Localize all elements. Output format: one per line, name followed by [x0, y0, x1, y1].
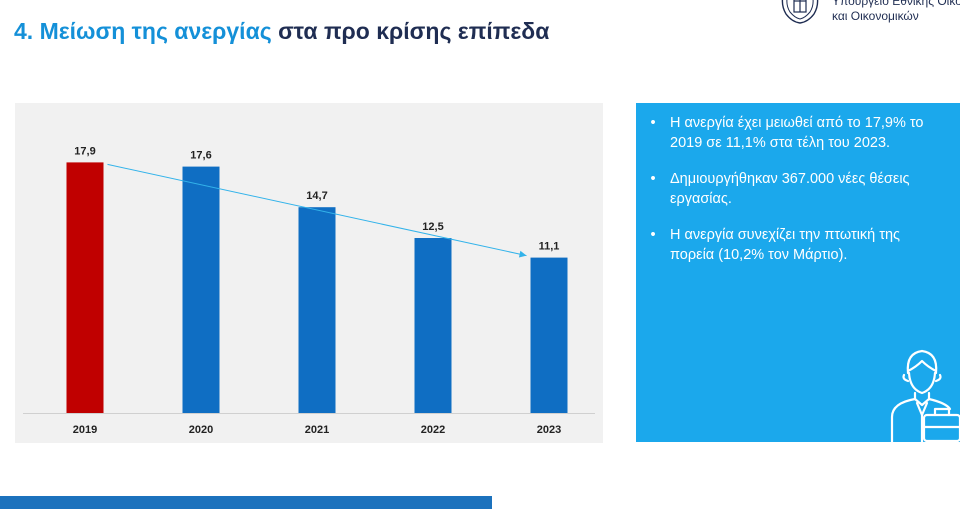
bullet-dot: •	[650, 171, 656, 187]
x-tick-label-2022: 2022	[421, 424, 445, 436]
bullet-dot: •	[650, 115, 656, 131]
bullet-text: Η ανεργία έχει μειωθεί από το 17,9% το 2…	[670, 115, 924, 151]
greek-emblem-icon	[781, 0, 819, 24]
info-panel: • Η ανεργία έχει μειωθεί από το 17,9% το…	[636, 103, 960, 442]
bar-2021	[298, 207, 336, 413]
title-rest: στα προ κρίσης επίπεδα	[278, 18, 550, 44]
ministry-name-line2: και Οικονομικών	[832, 9, 919, 23]
bar-2023	[530, 257, 568, 413]
bar-2022	[414, 238, 452, 413]
x-tick-label-2023: 2023	[537, 424, 561, 436]
bullet-dot: •	[650, 227, 656, 243]
slide-title: 4. Μείωση της ανεργίας στα προ κρίσης επ…	[14, 18, 549, 45]
x-tick-label-2019: 2019	[73, 424, 97, 436]
ministry-header: Υπουργείο Εθνικής Οικονομ και Οικονομικώ…	[778, 0, 960, 30]
data-label-2022: 12,5	[422, 221, 443, 233]
bullet-text: Η ανεργία συνεχίζει την πτωτική της πορε…	[670, 227, 901, 263]
ministry-name-line1: Υπουργείο Εθνικής Οικονομ	[832, 0, 960, 8]
data-label-2019: 17,9	[74, 145, 95, 157]
x-tick-label-2021: 2021	[305, 424, 329, 436]
trend-arrowhead	[518, 250, 527, 258]
worker-with-briefcase-icon	[890, 349, 960, 442]
data-label-2020: 17,6	[190, 150, 211, 162]
bullet-list: • Η ανεργία έχει μειωθεί από το 17,9% το…	[646, 113, 946, 281]
data-label-2021: 14,7	[306, 190, 327, 202]
title-number: 4.	[14, 18, 34, 44]
bar-chart-svg: 17,9 2019 17,6 2020 14,7 2021 12,5 2022 11,1 2023	[23, 145, 595, 436]
bullet-item: • Δημιουργήθηκαν 367.000 νέες θέσεις εργ…	[646, 169, 946, 209]
data-label-2023: 11,1	[539, 241, 560, 253]
bullet-item: • Η ανεργία συνεχίζει την πτωτική της πο…	[646, 225, 946, 265]
title-highlight: Μείωση της ανεργίας	[39, 18, 272, 44]
bottom-accent-bar	[0, 496, 492, 509]
bar-2019	[66, 162, 104, 413]
bullet-text: Δημιουργήθηκαν 367.000 νέες θέσεις εργασ…	[670, 171, 910, 207]
unemployment-chart: 17,9 2019 17,6 2020 14,7 2021 12,5 2022 11,1 2023	[15, 103, 603, 443]
bullet-item: • Η ανεργία έχει μειωθεί από το 17,9% το…	[646, 113, 946, 153]
trend-line	[107, 163, 527, 257]
bar-2020	[182, 166, 220, 413]
x-tick-label-2020: 2020	[189, 424, 213, 436]
